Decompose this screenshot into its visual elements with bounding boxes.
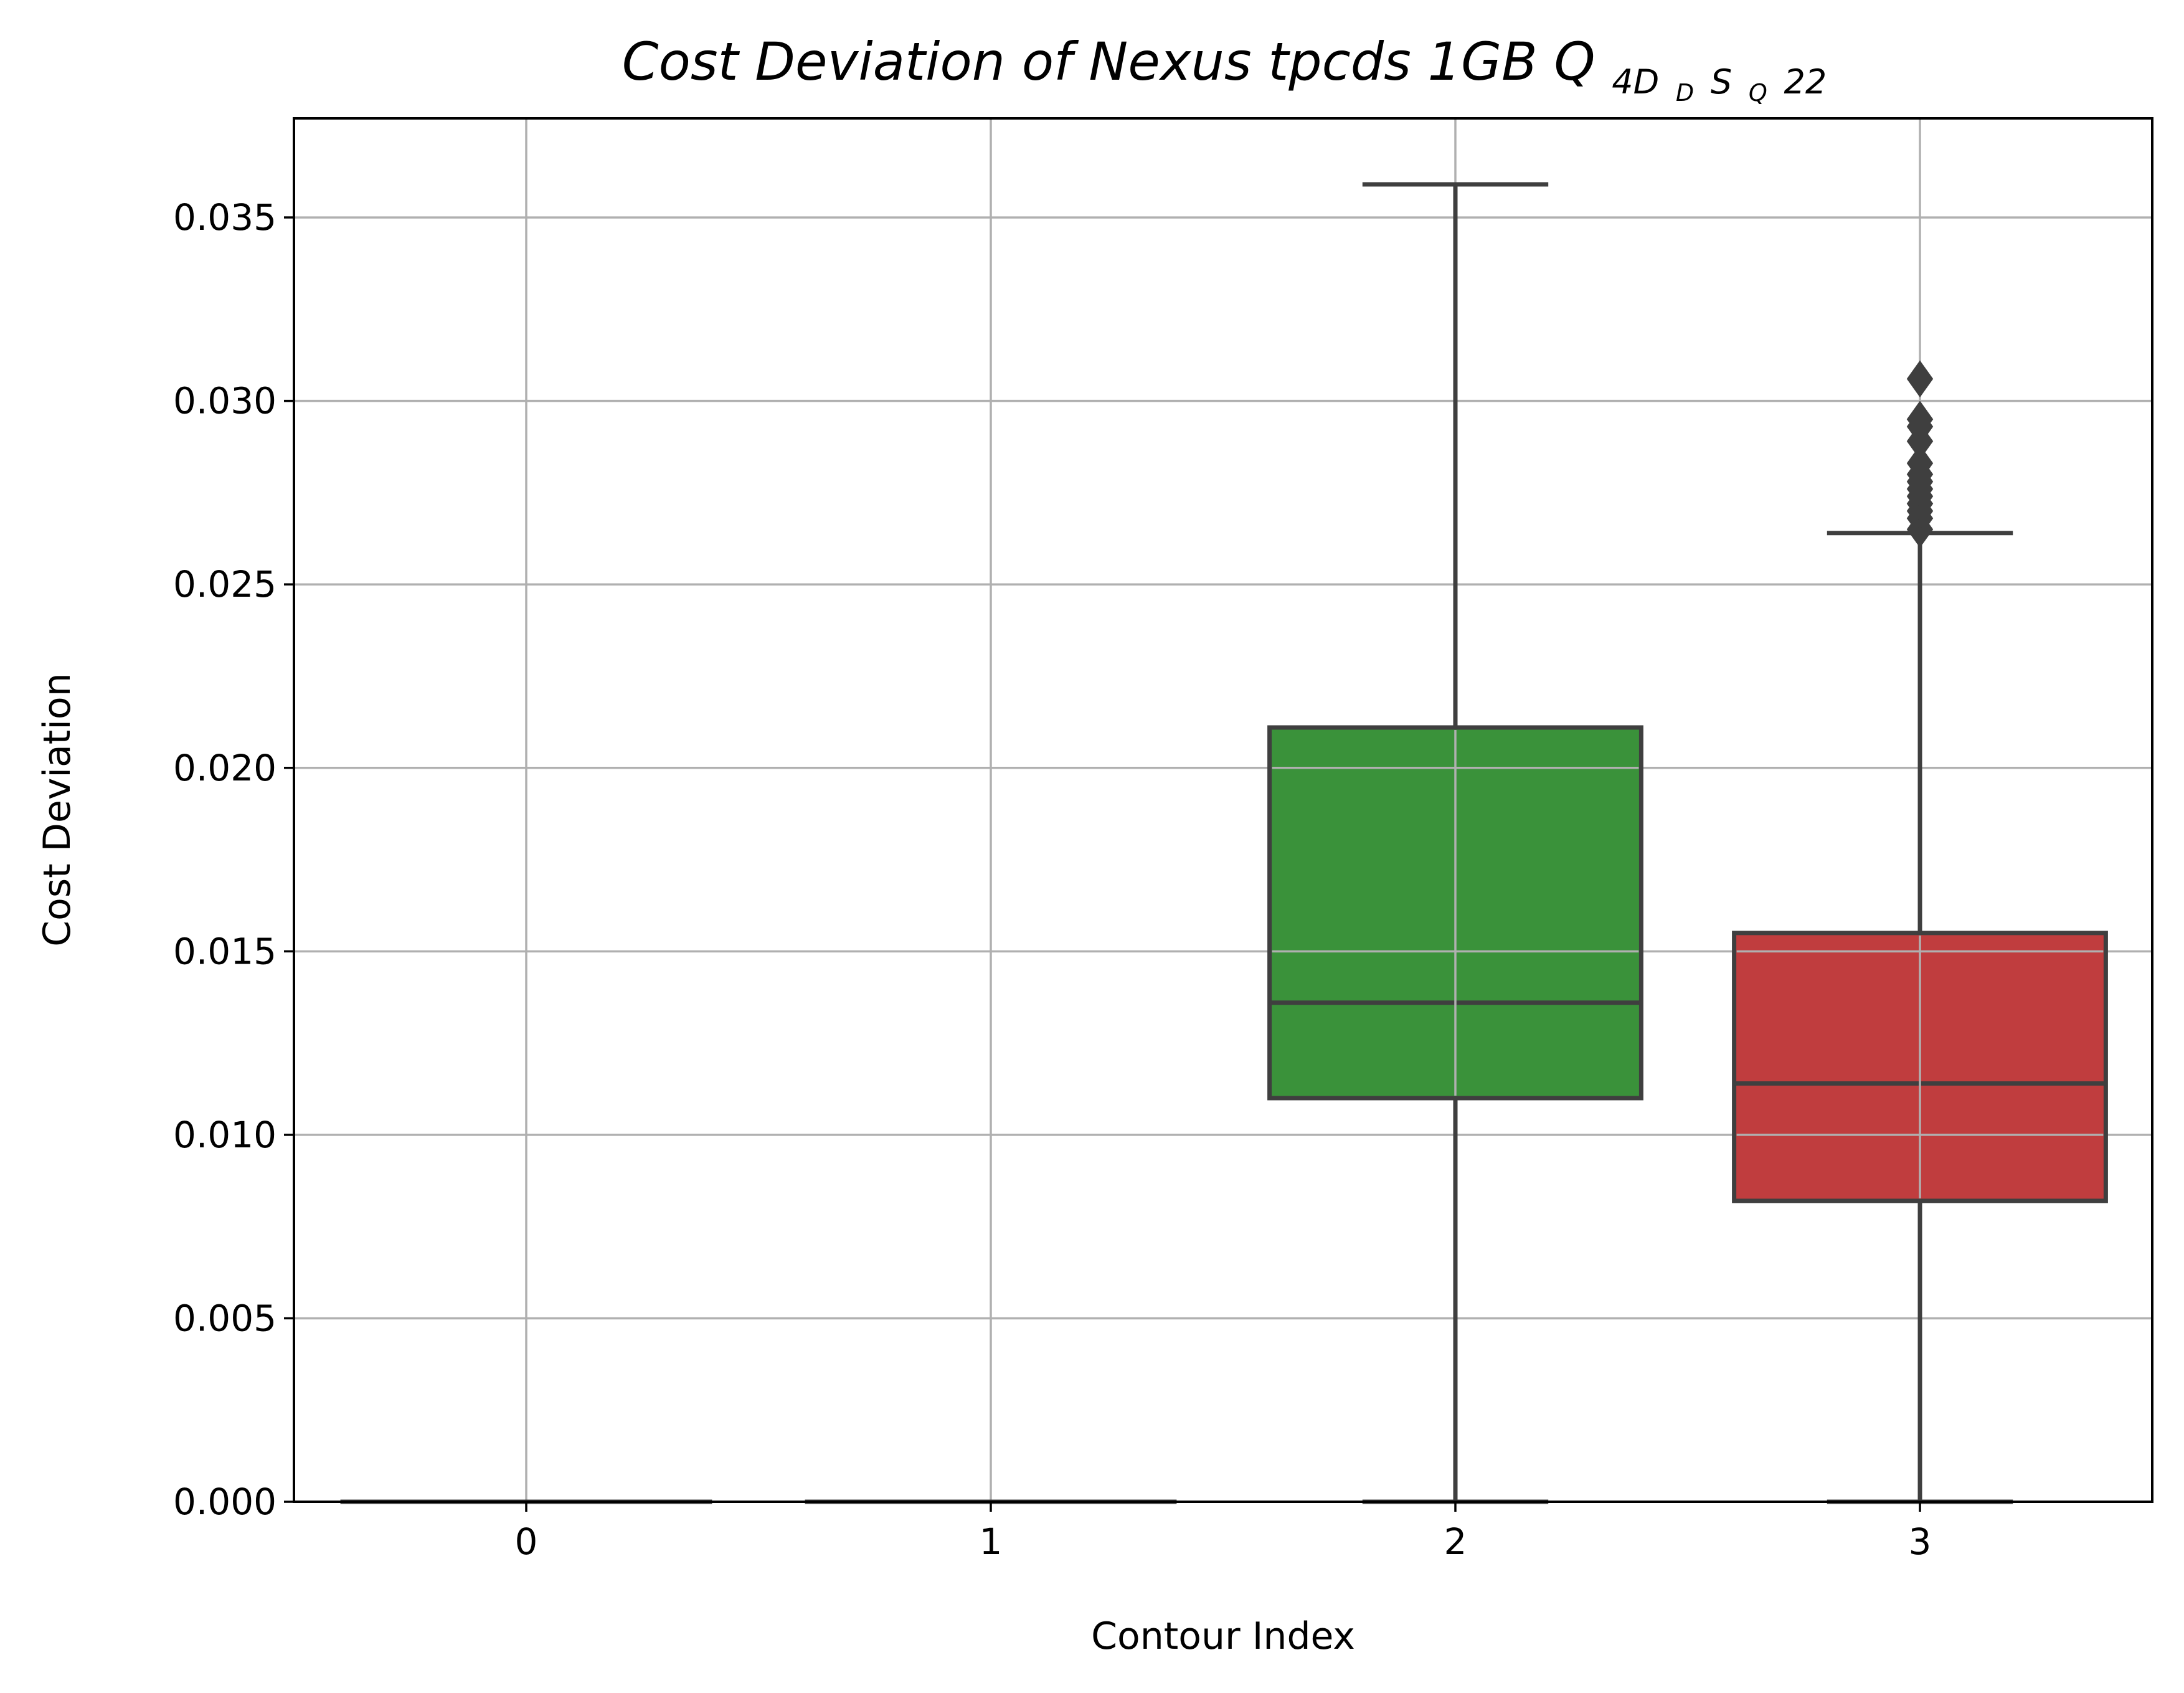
outlier-point xyxy=(1906,360,1934,397)
y-tick-label: 0.015 xyxy=(173,930,277,972)
box-layer xyxy=(340,182,2108,1504)
chart-title-suffix: 22 xyxy=(1784,62,1827,102)
chart-title-sub-3: S xyxy=(1711,62,1732,102)
chart-title-main: Cost Deviation of Nexus tpcds 1GB xyxy=(622,31,1554,92)
plot-frame xyxy=(293,117,2153,1503)
tick-layer: 0.000 0.005 0.010 0.015 0.020 0.025 0.030 0.035… xyxy=(173,196,1932,1563)
outlier-point xyxy=(1906,401,1934,438)
y-tick-label: 0.030 xyxy=(173,380,277,422)
y-tick-label: 0.020 xyxy=(173,747,277,789)
grid-layer xyxy=(294,118,2152,1503)
x-tick-label: 1 xyxy=(980,1520,1003,1563)
y-tick-label: 0.035 xyxy=(173,196,277,239)
chart-title-sub-2: D xyxy=(1676,79,1694,107)
box-group-3 xyxy=(1732,360,2108,1504)
x-tick-label: 3 xyxy=(1909,1520,1932,1563)
chart-title: Cost Deviation of Nexus tpcds 1GB Q 4D D… xyxy=(622,31,1827,113)
y-tick-label: 0.025 xyxy=(173,563,277,605)
x-tick-label: 0 xyxy=(515,1520,538,1563)
y-axis-label: Cost Deviation xyxy=(35,673,79,946)
y-tick-label: 0.010 xyxy=(173,1114,277,1156)
chart-title-sub-4: Q xyxy=(1749,79,1767,107)
x-axis-label: Contour Index xyxy=(1091,1615,1355,1658)
x-tick-label: 2 xyxy=(1444,1520,1467,1563)
outlier-point xyxy=(1906,445,1934,482)
y-tick-label: 0.005 xyxy=(173,1297,277,1339)
chart-title-symbol: Q xyxy=(1554,31,1595,92)
y-tick-label: 0.000 xyxy=(173,1481,277,1523)
chart-title-sub-1: 4D xyxy=(1612,62,1659,102)
